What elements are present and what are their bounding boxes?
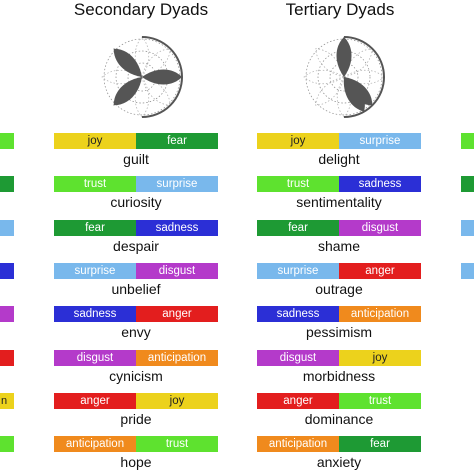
emotion-segment-fear: fear — [54, 219, 136, 236]
emotion-segment-sadness: sadness — [257, 306, 339, 323]
cropped-bar-left — [0, 262, 14, 279]
dyad-name: delight — [318, 151, 360, 167]
dyad-bar: disgust joy — [257, 349, 421, 366]
wheel-petal-highlight — [336, 37, 352, 77]
emotion-segment-trust: trust — [136, 436, 218, 453]
dyad-bar: surprise disgust — [54, 262, 218, 279]
emotion-segment-anticipation: anticipation — [257, 436, 339, 453]
dyad-bar: trust surprise — [54, 176, 218, 193]
emotion-segment-sadness: sadness — [339, 176, 421, 193]
dyad-name: curiosity — [110, 194, 162, 211]
emotion-segment-surprise: surprise — [257, 262, 339, 279]
cropped-bar-left — [0, 219, 14, 236]
cropped-bar-text: n — [1, 394, 8, 407]
emotion-segment-anger: anger — [339, 262, 421, 279]
wheel-arc — [343, 36, 386, 118]
dyad-name: despair — [113, 237, 159, 254]
dyad-name: outrage — [315, 280, 363, 297]
wheel-ring — [329, 62, 359, 92]
wheel-petal-outline — [315, 76, 345, 106]
emotion-segment-surprise: surprise — [339, 133, 421, 149]
emotion-segment-joy: joy — [257, 133, 339, 149]
dyad-name: shame — [317, 237, 361, 254]
emotion-segment-anticipation: anticipation — [339, 306, 421, 323]
dyad-bar: anger joy — [54, 392, 218, 409]
cropped-bar-left — [0, 133, 14, 149]
emotion-segment-joy: joy — [136, 392, 218, 409]
emotion-segment-disgust: disgust — [339, 219, 421, 236]
dyad-bar: anger trust — [257, 392, 421, 409]
emotion-segment-joy: joy — [54, 133, 136, 149]
dyad-name: cynicism — [109, 367, 163, 384]
cropped-bar-right — [461, 176, 474, 193]
emotion-segment-disgust: disgust — [54, 349, 136, 366]
cropped-bar-right — [461, 219, 474, 236]
wheel-petal-outline — [315, 48, 345, 78]
cropped-bar-left — [0, 176, 14, 193]
dyad-bar: anticipation fear — [257, 436, 421, 453]
cropped-bar-left — [0, 436, 14, 453]
emotion-segment-disgust: disgust — [257, 349, 339, 366]
dyad-name: hope — [120, 454, 152, 471]
dyad-name: unbelief — [111, 280, 161, 297]
wheel-petal-outline — [303, 69, 345, 85]
emotion-segment-trust: trust — [339, 392, 421, 409]
dyad-bar: surprise anger — [257, 262, 421, 279]
emotion-segment-sadness: sadness — [54, 306, 136, 323]
wheel-petal-outline — [101, 69, 143, 85]
emotion-segment-fear: fear — [257, 219, 339, 236]
dyad-name: guilt — [123, 151, 149, 167]
dyad-bar: trust sadness — [257, 176, 421, 193]
emotion-segment-anger: anger — [136, 306, 218, 323]
emotion-segment-trust: trust — [257, 176, 339, 193]
wheel-petal-highlight — [113, 48, 142, 77]
dyad-bar: anticipation trust — [54, 436, 218, 453]
cropped-bar-right — [461, 262, 474, 279]
emotion-segment-anticipation: anticipation — [136, 349, 218, 366]
dyad-bar: fear sadness — [54, 219, 218, 236]
dyad-bar: joy surprise — [257, 133, 421, 149]
dyad-name: morbidness — [302, 367, 376, 384]
cropped-bar-left — [0, 306, 14, 323]
emotion-wheel-icon — [98, 33, 186, 121]
dyad-bar: disgust anticipation — [54, 349, 218, 366]
emotion-wheel-svg — [303, 36, 386, 118]
dyad-bar: sadness anticipation — [257, 306, 421, 323]
dyad-bar: sadness anger — [54, 306, 218, 323]
cropped-bar-left — [0, 392, 14, 409]
dyad-name: sentimentality — [296, 194, 382, 211]
emotion-segment-surprise: surprise — [54, 262, 136, 279]
emotion-segment-anger: anger — [54, 392, 136, 409]
emotion-segment-fear: fear — [339, 436, 421, 453]
dyad-name: anxiety — [316, 454, 362, 471]
cropped-bar-right — [461, 133, 474, 149]
emotion-segment-anticipation: anticipation — [54, 436, 136, 453]
dyad-name: envy — [121, 324, 151, 341]
emotion-wheel-icon — [300, 33, 388, 121]
wheel-petal-highlight — [343, 77, 365, 112]
emotion-segment-joy: joy — [339, 349, 421, 366]
wheel-ring — [317, 50, 371, 104]
wheel-petal-highlight — [113, 77, 142, 106]
cropped-bar-left — [0, 349, 14, 366]
emotion-segment-fear: fear — [136, 133, 218, 149]
dyad-bar: fear disgust — [257, 219, 421, 236]
wheel-petal-highlight — [142, 69, 182, 85]
emotion-segment-surprise: surprise — [136, 176, 218, 193]
dyad-name: pride — [120, 410, 152, 427]
column-title: Tertiary Dyads — [285, 0, 395, 19]
emotion-segment-sadness: sadness — [136, 219, 218, 236]
emotion-segment-disgust: disgust — [136, 262, 218, 279]
dyad-bar: joy fear — [54, 133, 218, 149]
column-title: Secondary Dyads — [73, 0, 209, 19]
emotion-segment-anger: anger — [257, 392, 339, 409]
emotion-wheel-svg — [101, 36, 184, 118]
dyad-name: pessimism — [305, 324, 373, 341]
dyad-name: dominance — [304, 410, 374, 427]
emotion-segment-trust: trust — [54, 176, 136, 193]
